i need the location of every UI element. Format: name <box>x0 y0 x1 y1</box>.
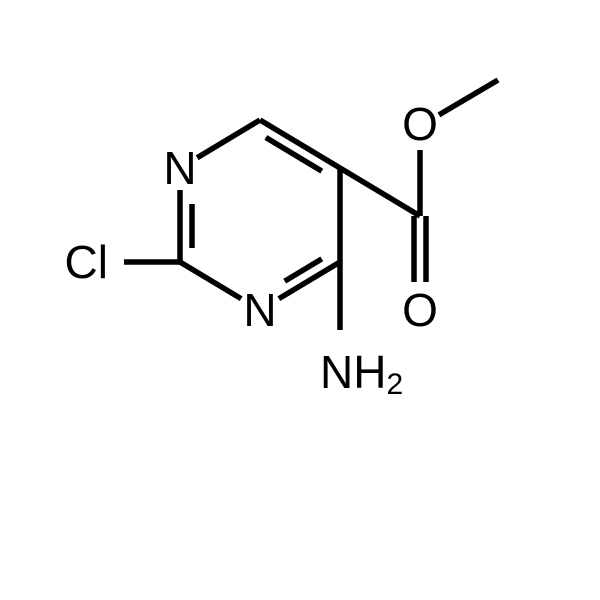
atom-label-n3: N <box>243 284 276 336</box>
molecule-diagram: NNClNH2OO <box>0 0 600 600</box>
atom-label-cl: Cl <box>65 236 108 288</box>
atom-label-od: O <box>402 284 438 336</box>
atom-label-n1: N <box>163 142 196 194</box>
atom-label-oe: O <box>402 98 438 150</box>
background <box>0 0 600 600</box>
